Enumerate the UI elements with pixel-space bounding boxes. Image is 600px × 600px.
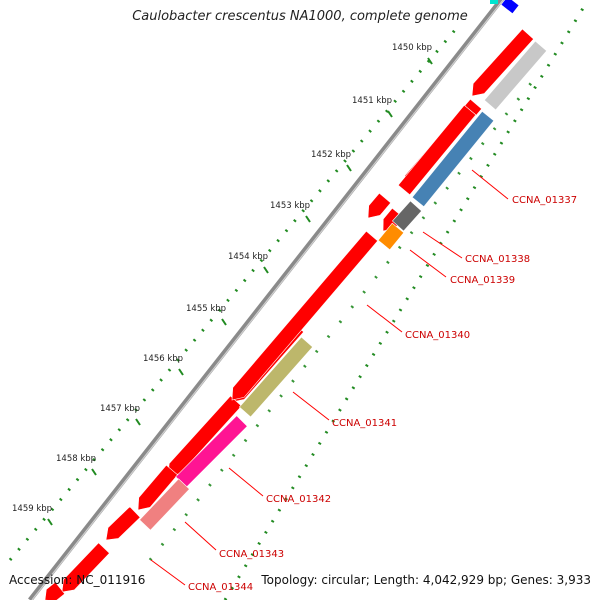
scale-tick	[47, 518, 53, 526]
gene-label-leader	[409, 249, 447, 278]
genome-backbone-highlight	[31, 0, 504, 600]
scale-tick	[305, 215, 311, 223]
scale-tick	[427, 57, 433, 65]
scale-tick-label: 1454 kbp	[228, 252, 268, 262]
gene-label[interactable]: CCNA_01343	[219, 549, 284, 560]
forward-gene-arrow	[137, 464, 179, 511]
summary-text: Topology: circular; Length: 4,042,929 bp…	[261, 573, 591, 587]
outer-dotted-ring	[8, 29, 457, 561]
gene-label-leader	[184, 521, 217, 551]
reverse-strand-genes	[139, 40, 548, 531]
gene-label-leader	[366, 304, 403, 333]
scale-tick	[346, 164, 352, 172]
scale-tick-label: 1451 kbp	[352, 96, 392, 106]
map-title: Caulobacter crescentus NA1000, complete …	[132, 9, 468, 24]
scale-tick	[135, 418, 141, 426]
gene-label-leader	[150, 559, 186, 586]
gene-label-leader	[292, 391, 330, 421]
gene-label[interactable]: CCNA_01340	[405, 330, 470, 341]
inner-dotted-ring	[223, 0, 590, 600]
scale-tick	[91, 468, 97, 476]
forward-gene-arrow	[471, 28, 534, 97]
forward-gene-arrow	[61, 542, 110, 593]
gene-label-leader	[422, 231, 463, 259]
gene-label[interactable]: CCNA_01344	[188, 582, 253, 593]
forward-strand-genes	[44, 28, 534, 600]
gene-labels: CCNA_01337 CCNA_01338 CCNA_01339 CCNA_01340…	[150, 169, 577, 593]
gene-label[interactable]: CCNA_01341	[332, 418, 397, 429]
scale-tick-label: 1453 kbp	[270, 201, 310, 211]
scale-tick	[263, 266, 269, 274]
scale-tick	[178, 368, 184, 376]
reverse-gene-bar	[139, 478, 190, 531]
scale-tick-label: 1452 kbp	[311, 150, 351, 160]
forward-gene-arrow	[397, 104, 477, 196]
genome-backbone	[28, 0, 505, 600]
gene-label[interactable]: CCNA_01339	[450, 275, 515, 286]
gene-label-leader	[228, 467, 264, 497]
scale-tick-label: 1455 kbp	[186, 304, 226, 314]
scale-tick-label: 1457 kbp	[100, 404, 140, 414]
feature-stub-blue	[501, 0, 519, 14]
gene-label[interactable]: CCNA_01342	[266, 494, 331, 505]
gene-label-leader	[471, 169, 509, 200]
accession-text: Accession: NC_011916	[9, 573, 146, 587]
reverse-gene-bar	[392, 200, 422, 232]
forward-gene-arrow	[367, 192, 392, 219]
reverse-gene-bar	[411, 110, 495, 208]
forward-gene-arrow	[105, 506, 141, 541]
feature-stub-cyan	[490, 0, 498, 4]
scale-tick-label: 1458 kbp	[56, 454, 96, 464]
scale-tick	[387, 110, 393, 118]
scale-tick	[221, 318, 227, 326]
gene-label[interactable]: CCNA_01338	[465, 254, 530, 265]
scale-tick-label: 1456 kbp	[143, 354, 183, 364]
scale-tick-label: 1459 kbp	[12, 504, 52, 514]
inner-dash-ring	[148, 71, 542, 561]
reverse-gene-bar	[238, 336, 314, 418]
forward-gene-arrow	[231, 230, 379, 401]
scale-ticks: 1450 kbp 1451 kbp 1452 kbp 1453 kbp 1454 kbp…	[12, 43, 433, 526]
gene-label[interactable]: CCNA_01337	[512, 195, 577, 206]
reverse-gene-bar	[483, 40, 548, 111]
reverse-gene-bar	[377, 222, 405, 251]
scale-tick-label: 1450 kbp	[392, 43, 432, 53]
